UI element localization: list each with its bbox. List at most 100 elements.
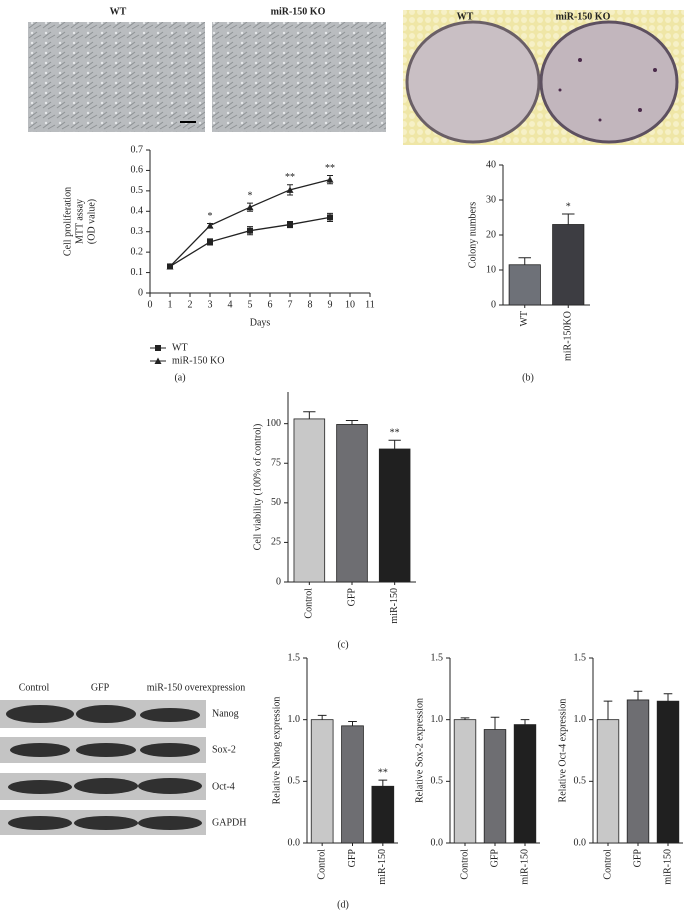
x-tick-label: 10 xyxy=(345,299,355,310)
marker xyxy=(287,221,293,228)
y-tick-label: 0.0 xyxy=(574,837,587,848)
y-tick-label: 0.5 xyxy=(131,185,144,196)
y-axis-label: Relative Nanog expression xyxy=(271,697,282,805)
error-bar xyxy=(633,690,643,700)
x-tick-label: WT xyxy=(519,311,530,327)
y-tick-label: 1.5 xyxy=(574,652,587,663)
error-bar xyxy=(490,716,500,730)
y-axis-label: Cell viability (100% of control) xyxy=(252,424,263,551)
marker xyxy=(246,203,254,211)
marker xyxy=(207,238,213,245)
y-axis-label: MTT assay xyxy=(74,199,85,244)
annotation: ** xyxy=(378,767,388,778)
blot-row: Nanog xyxy=(212,708,239,719)
blot-row: Sox-2 xyxy=(212,744,236,755)
y-tick-label: 1.5 xyxy=(288,652,301,663)
bar xyxy=(371,785,395,844)
error-bar xyxy=(518,257,532,265)
panel-label: (a) xyxy=(174,372,185,383)
x-tick-label: Control xyxy=(304,588,315,619)
y-axis-label: Relative Sox-2 expression xyxy=(414,698,425,803)
x-tick-label: 4 xyxy=(228,299,233,310)
bar xyxy=(310,719,334,844)
x-tick-label: GFP xyxy=(489,849,500,868)
annotation: ** xyxy=(325,163,335,174)
y-axis-label: (OD value) xyxy=(86,199,97,244)
bar xyxy=(513,724,537,844)
x-tick-label: miR-150 xyxy=(389,588,400,624)
x-tick-label: Control xyxy=(459,849,470,880)
error-bar xyxy=(378,779,388,787)
blot-row: GAPDH xyxy=(212,817,246,828)
axis xyxy=(149,150,370,294)
y-tick-label: 30 xyxy=(486,194,496,205)
bar xyxy=(378,448,411,583)
error-bar xyxy=(561,213,575,225)
photo-label: WT xyxy=(457,11,474,22)
panel-label: (c) xyxy=(337,639,348,650)
y-tick-label: 0.4 xyxy=(131,206,144,217)
y-tick-label: 0.1 xyxy=(131,267,144,278)
y-tick-label: 75 xyxy=(271,458,281,469)
error-bar xyxy=(388,439,401,449)
x-tick-label: 2 xyxy=(188,299,193,310)
blot-column: GFP xyxy=(91,682,110,693)
plate xyxy=(405,20,541,144)
panel-label: (b) xyxy=(522,372,534,383)
x-tick-label: Control xyxy=(602,849,613,880)
y-tick-label: 100 xyxy=(266,418,281,429)
x-tick-label: GFP xyxy=(347,849,358,868)
marker xyxy=(326,176,334,183)
y-tick-label: 0.0 xyxy=(288,837,301,848)
y-tick-label: 0 xyxy=(491,299,496,310)
marker xyxy=(166,262,174,270)
error-bar xyxy=(603,700,613,720)
error-bar xyxy=(345,420,359,425)
x-axis-label: Days xyxy=(250,317,271,328)
x-tick-label: 3 xyxy=(208,299,213,310)
x-tick-label: miR-150 xyxy=(662,849,673,885)
y-tick-label: 0.5 xyxy=(574,776,587,787)
y-tick-label: 0.2 xyxy=(131,246,144,257)
y-tick-label: 0.6 xyxy=(131,165,144,176)
marker xyxy=(286,186,294,193)
bar xyxy=(508,264,541,306)
blot-column: miR-150 overexpression xyxy=(147,682,246,693)
y-tick-label: 10 xyxy=(486,264,496,275)
x-tick-label: GFP xyxy=(346,588,357,607)
annotation: * xyxy=(248,190,253,201)
y-tick-label: 0.0 xyxy=(431,837,444,848)
y-tick-label: 1.0 xyxy=(431,714,444,725)
panel-label: (d) xyxy=(337,899,349,910)
y-tick-label: 0 xyxy=(138,287,143,298)
x-tick-label: 1 xyxy=(168,299,173,310)
x-tick-label: 9 xyxy=(328,299,333,310)
bar xyxy=(626,699,650,844)
y-tick-label: 25 xyxy=(271,537,281,548)
y-tick-label: 1.0 xyxy=(288,714,301,725)
x-tick-label: miR-150KO xyxy=(563,311,574,361)
bar xyxy=(483,729,507,844)
y-tick-label: 50 xyxy=(271,497,281,508)
annotation: ** xyxy=(390,428,400,439)
bar xyxy=(341,725,364,844)
x-tick-label: 0 xyxy=(148,299,153,310)
x-tick-label: 11 xyxy=(365,299,375,310)
legend-label: miR-150 KO xyxy=(172,355,225,366)
error-bar xyxy=(303,411,316,419)
bar xyxy=(453,719,477,844)
x-tick-label: 6 xyxy=(268,299,273,310)
annotation: * xyxy=(208,211,213,222)
y-tick-label: 0.5 xyxy=(288,776,301,787)
western-blot xyxy=(0,700,206,835)
error-bar xyxy=(348,721,357,726)
y-axis-label: Cell proliferation xyxy=(62,187,73,256)
x-tick-label: Control xyxy=(316,849,327,880)
bar xyxy=(656,700,680,844)
annotation: * xyxy=(566,201,571,212)
marker xyxy=(206,222,214,229)
y-tick-label: 20 xyxy=(486,229,496,240)
x-tick-label: miR-150 xyxy=(519,849,530,885)
marker xyxy=(154,357,162,364)
y-tick-label: 0 xyxy=(276,576,281,587)
